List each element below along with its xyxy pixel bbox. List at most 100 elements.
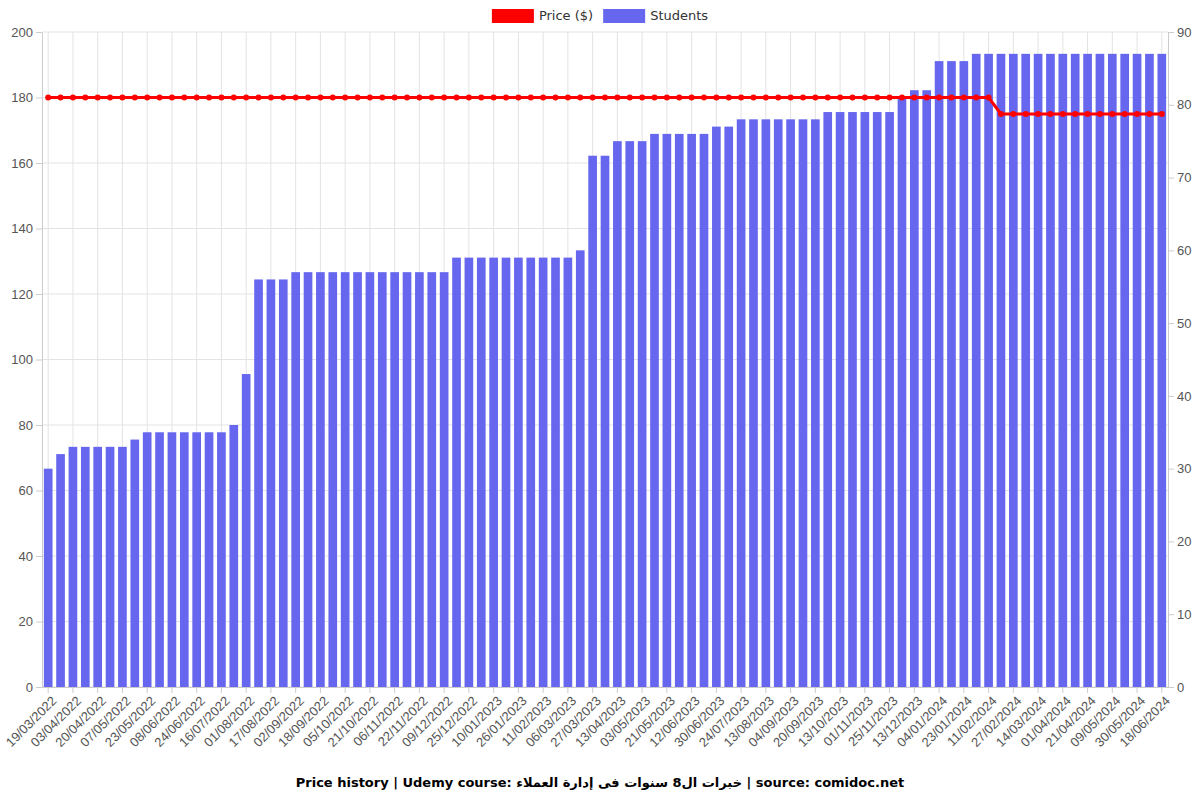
plot-area: 0204060801001201401601802000102030405060…	[3, 25, 1192, 750]
tick-label: 70	[1177, 170, 1191, 185]
tick-mark	[48, 687, 49, 693]
tick-label: 120	[11, 287, 33, 302]
marker	[404, 95, 410, 101]
bar	[910, 90, 919, 687]
bar	[316, 272, 325, 687]
marker	[503, 95, 509, 101]
bar	[130, 440, 139, 687]
marker	[107, 95, 113, 101]
marker	[651, 95, 657, 101]
marker	[639, 95, 645, 101]
bar	[180, 432, 189, 687]
x-axis: 19/03/202203/04/202220/04/202207/05/2022…	[3, 687, 1173, 750]
tick-mark	[72, 687, 73, 693]
tick-label: 160	[11, 156, 33, 171]
marker	[1047, 111, 1053, 117]
tick: 70	[1168, 170, 1191, 185]
marker	[169, 95, 175, 101]
tick-mark	[815, 687, 816, 693]
bar	[625, 141, 634, 687]
tick-mark	[666, 687, 667, 693]
bar	[403, 272, 412, 687]
bar	[898, 98, 907, 688]
tick-label: 50	[1177, 316, 1191, 331]
bar	[1009, 54, 1018, 687]
marker	[936, 95, 942, 101]
bar	[997, 54, 1006, 687]
bar	[69, 447, 78, 687]
marker	[317, 95, 323, 101]
tick-label: 10	[1177, 607, 1191, 622]
marker	[627, 95, 633, 101]
tick-mark	[246, 687, 247, 693]
bar	[1083, 54, 1092, 687]
tick-mark	[1168, 178, 1174, 179]
marker	[614, 95, 620, 101]
tick-mark	[320, 687, 321, 693]
tick-label: 90	[1177, 25, 1191, 40]
bar	[947, 61, 956, 687]
marker	[528, 95, 534, 101]
tick: 0	[1168, 680, 1184, 695]
marker	[466, 95, 472, 101]
bar	[823, 112, 832, 687]
marker	[429, 95, 435, 101]
marker	[132, 95, 138, 101]
bar	[762, 119, 771, 687]
marker	[887, 95, 893, 101]
tick-mark	[963, 687, 964, 693]
bar	[427, 272, 436, 687]
tick-mark	[790, 687, 791, 693]
tick-mark	[1168, 323, 1174, 324]
tick: 80	[1168, 97, 1191, 112]
tick-mark	[1013, 687, 1014, 693]
bar	[1157, 54, 1166, 687]
title: Price history | Udemy course: خبرات ال8 …	[296, 775, 905, 790]
tick: 100	[11, 352, 42, 367]
bar	[229, 425, 238, 687]
bar	[935, 61, 944, 687]
tick-mark	[1137, 687, 1138, 693]
marker	[750, 95, 756, 101]
bar	[749, 119, 758, 687]
marker	[1072, 111, 1078, 117]
bar	[304, 272, 313, 687]
tick-mark	[295, 687, 296, 693]
bar	[576, 250, 585, 687]
grid	[42, 32, 1168, 687]
tick-label: 40	[1177, 389, 1191, 404]
marker	[763, 95, 769, 101]
tick-label: 20	[1177, 534, 1191, 549]
bar	[143, 432, 152, 687]
bar	[56, 454, 65, 687]
marker	[119, 95, 125, 101]
tick-mark	[36, 491, 42, 492]
marker	[441, 95, 447, 101]
grid-line	[42, 32, 1168, 33]
marker	[70, 95, 76, 101]
tick-mark	[36, 687, 42, 688]
y-axis: 020406080100120140160180200	[11, 25, 42, 695]
tick-mark	[1168, 614, 1174, 615]
tick-label: 140	[11, 221, 33, 236]
marker	[1085, 111, 1091, 117]
marker	[206, 95, 212, 101]
tick: 18/06/2024	[1116, 687, 1173, 750]
bar	[861, 112, 870, 687]
tick-mark	[369, 687, 370, 693]
marker	[676, 95, 682, 101]
bar	[93, 447, 102, 687]
bar	[786, 119, 795, 687]
bar	[1046, 54, 1055, 687]
tick-mark	[543, 687, 544, 693]
bar	[836, 112, 845, 687]
tick-label: 30	[1177, 461, 1191, 476]
bar	[960, 61, 969, 687]
bar	[353, 272, 362, 687]
tick-mark	[147, 687, 148, 693]
bar	[217, 432, 226, 687]
legend-label: Price ($)	[539, 8, 593, 23]
marker	[862, 95, 868, 101]
bar	[675, 134, 684, 687]
marker	[379, 95, 385, 101]
